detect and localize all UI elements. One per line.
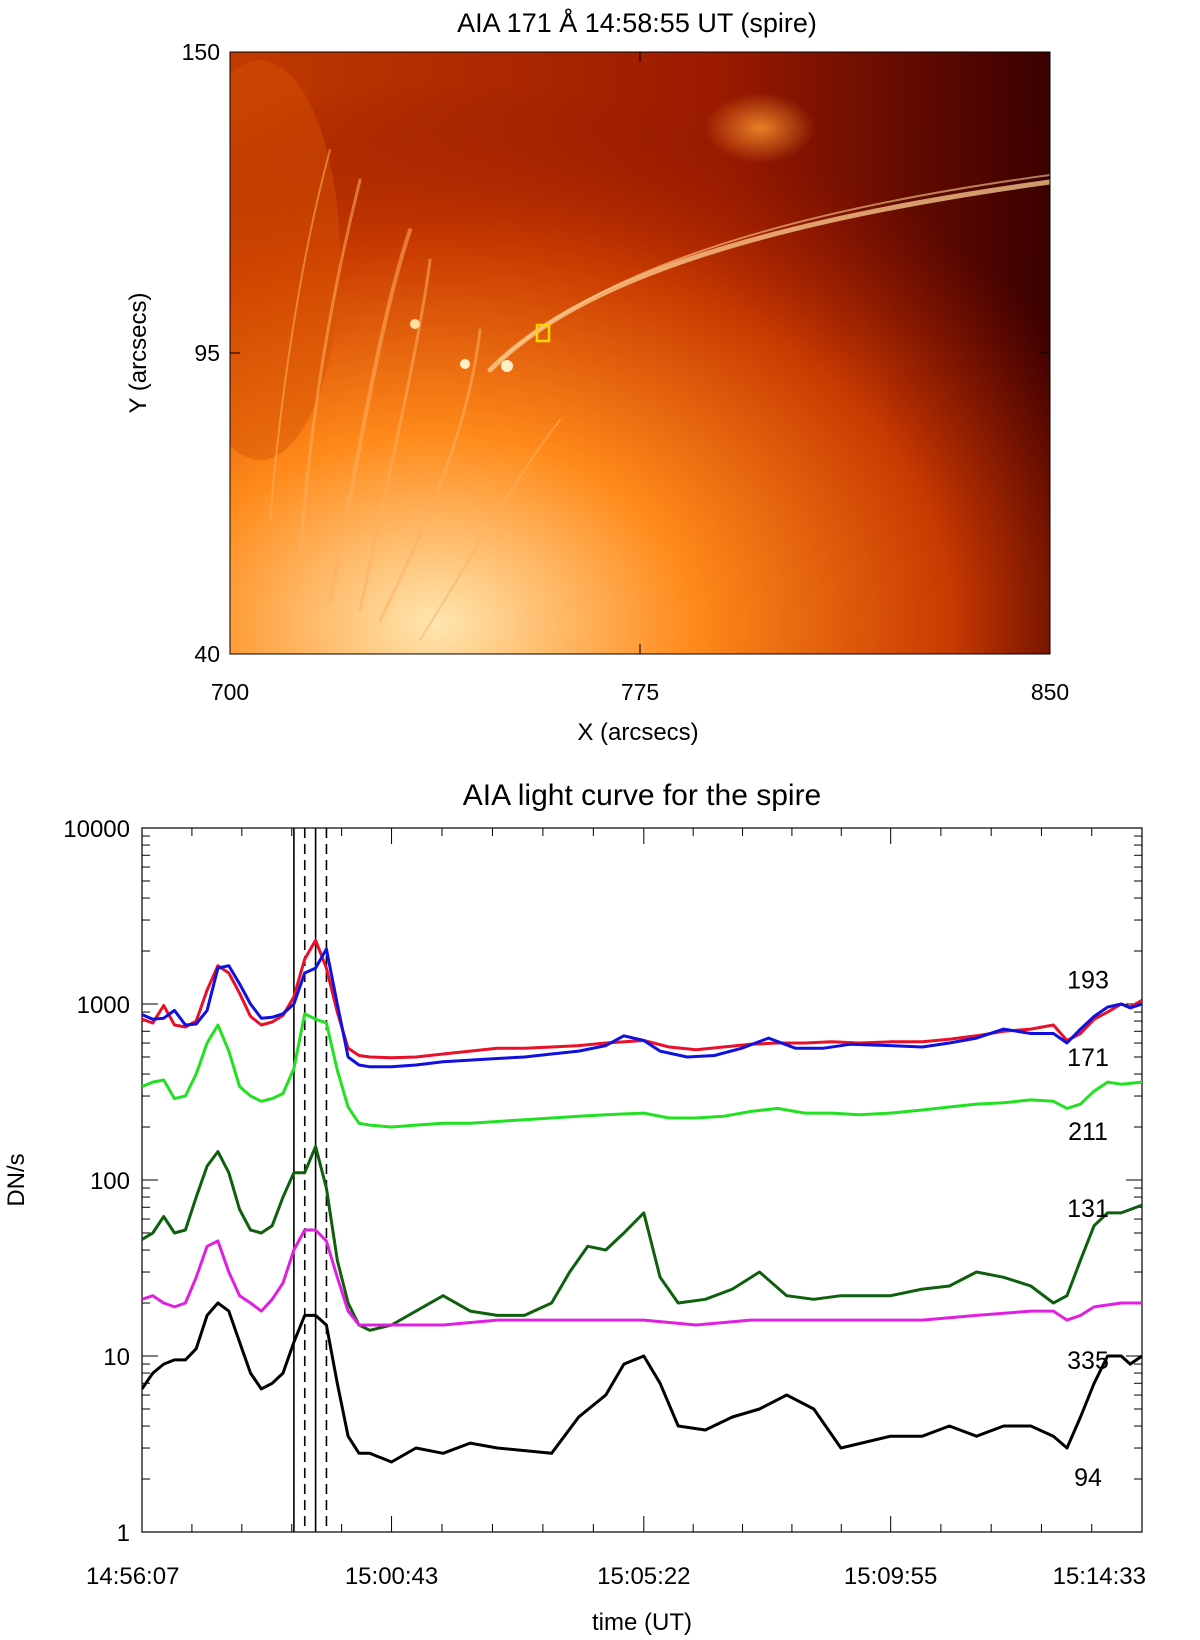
spire-selection-box [535, 323, 551, 343]
chart-axis-ticks: 10000 1000 100 10 1 14:56:07 15:00:43 15:05:22 1… [63, 816, 1146, 1590]
series-label-193: 193 [1067, 966, 1109, 994]
x-tick-label: 14:56:07 [86, 1563, 179, 1590]
image-x-tick-label: 700 [211, 679, 249, 705]
x-tick-label: 15:05:22 [597, 1563, 690, 1590]
image-x-axis-label: X (arcsecs) [577, 719, 698, 746]
x-tick-label: 15:14:33 [1053, 1563, 1146, 1590]
y-tick-label: 1 [117, 1520, 130, 1547]
series-label-131: 131 [1067, 1195, 1109, 1223]
image-y-tick-label: 150 [182, 39, 220, 65]
image-y-tick-label: 40 [194, 641, 220, 667]
light-curves [142, 938, 1142, 1464]
y-tick-label: 10000 [63, 816, 130, 843]
chart-title: AIA light curve for the spire [463, 779, 822, 812]
series-label-211: 211 [1068, 1118, 1108, 1146]
plot-frame [141, 827, 1143, 1533]
image-title: AIA 171 Å 14:58:55 UT (spire) [457, 7, 817, 38]
image-y-tick-label: 95 [194, 340, 220, 366]
series-line-211 [142, 1012, 1142, 1129]
y-tick-label: 100 [90, 1168, 130, 1195]
aia-171-image [230, 52, 1050, 654]
series-line-131 [142, 1145, 1142, 1332]
image-axis-ticks: 700 775 850 150 95 40 [182, 39, 1070, 705]
y-tick-label: 1000 [77, 992, 130, 1019]
event-time-markers [293, 828, 328, 1532]
image-x-tick-label: 850 [1031, 679, 1069, 705]
x-tick-label: 15:09:55 [844, 1563, 937, 1590]
image-x-tick-label: 775 [621, 679, 659, 705]
y-tick-label: 10 [103, 1344, 130, 1371]
x-tick-label: 15:00:43 [345, 1563, 438, 1590]
series-label-335: 335 [1067, 1347, 1109, 1375]
series-label-94: 94 [1074, 1464, 1102, 1492]
series-line-94 [142, 1301, 1142, 1464]
chart-y-axis-label: DN/s [3, 1153, 30, 1206]
series-line-171 [142, 947, 1142, 1069]
series-labels: 193 171 211 131 335 94 [1067, 966, 1109, 1492]
image-y-axis-label: Y (arcsecs) [125, 293, 152, 414]
chart-x-axis-label: time (UT) [592, 1609, 692, 1636]
series-label-171: 171 [1067, 1044, 1109, 1072]
series-line-335 [142, 1228, 1142, 1327]
